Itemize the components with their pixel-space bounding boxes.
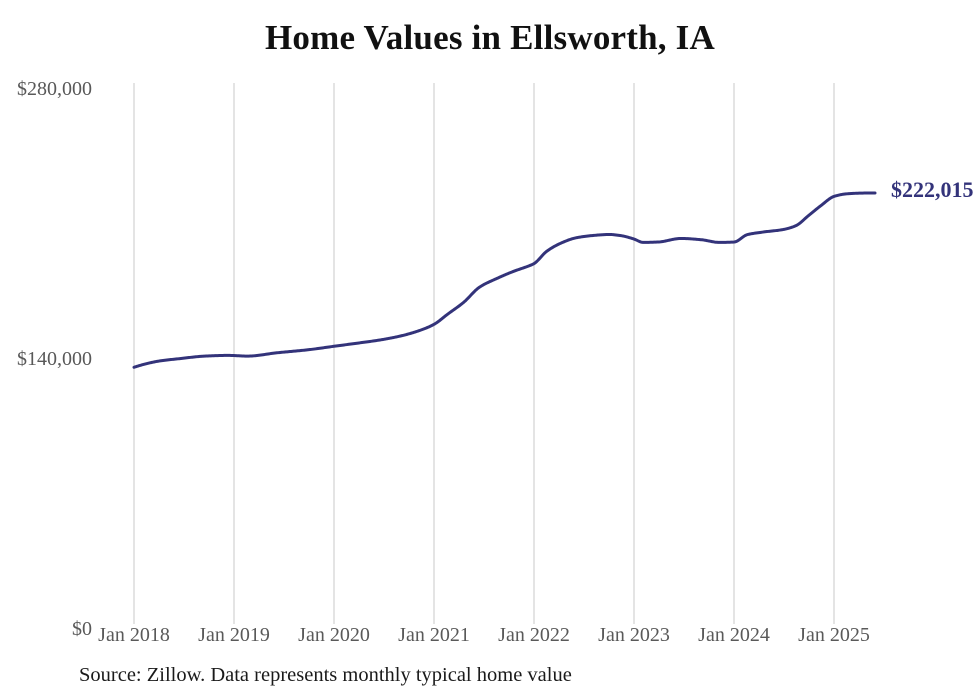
svg-text:$222,015: $222,015 [891, 177, 974, 202]
svg-text:Jan 2019: Jan 2019 [198, 624, 270, 646]
svg-text:Jan 2018: Jan 2018 [98, 624, 170, 646]
svg-text:Jan 2023: Jan 2023 [598, 624, 670, 646]
svg-text:Jan 2024: Jan 2024 [698, 624, 770, 646]
svg-text:$140,000: $140,000 [17, 348, 92, 370]
svg-text:$0: $0 [72, 618, 92, 640]
svg-text:Jan 2021: Jan 2021 [398, 624, 470, 646]
svg-text:$280,000: $280,000 [17, 78, 92, 100]
svg-text:Jan 2025: Jan 2025 [798, 624, 870, 646]
svg-text:Jan 2022: Jan 2022 [498, 624, 570, 646]
svg-text:Jan 2020: Jan 2020 [298, 624, 370, 646]
